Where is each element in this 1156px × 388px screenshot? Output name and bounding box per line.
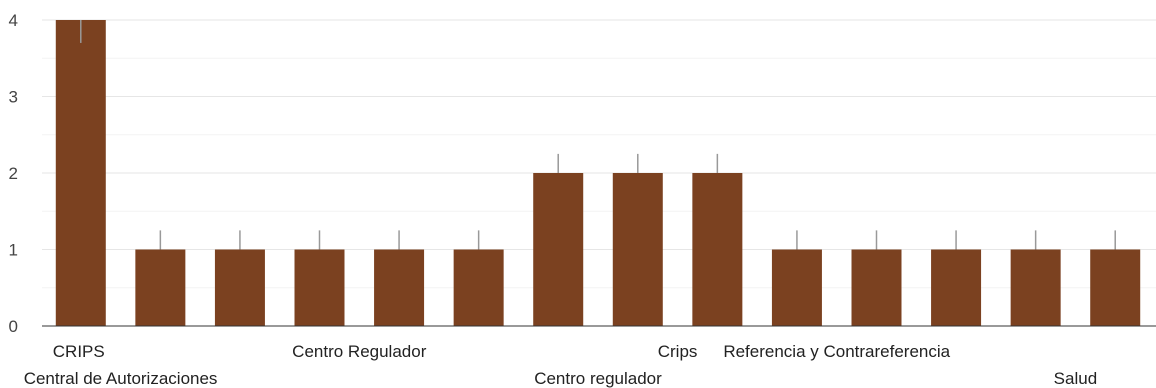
grid-lines <box>42 19 1156 289</box>
bar <box>1090 249 1141 326</box>
y-tick-label: 0 <box>9 317 18 336</box>
bar <box>214 249 265 326</box>
x-tick-label: Referencia y Contrareferencia <box>723 342 950 361</box>
bar <box>931 249 982 326</box>
y-tick-label: 3 <box>9 88 18 107</box>
bar <box>533 173 584 326</box>
bar <box>851 249 902 326</box>
bar <box>135 249 186 326</box>
y-tick-label: 4 <box>9 11 18 30</box>
y-tick-label: 1 <box>9 241 18 260</box>
x-tick-label: Centro Regulador <box>292 342 427 361</box>
bar <box>1010 249 1061 326</box>
bars <box>55 20 1141 326</box>
x-axis-labels: CRIPS Central de Autorizaciones Centro Reg… <box>24 342 1097 388</box>
bar <box>612 173 663 326</box>
bar <box>453 249 504 326</box>
bar <box>55 20 106 326</box>
x-tick-label: Salud <box>1054 369 1097 388</box>
error-bars <box>80 20 1116 250</box>
bar <box>374 249 425 326</box>
x-tick-label: CRIPS <box>53 342 105 361</box>
bar <box>294 249 345 326</box>
y-tick-label: 2 <box>9 164 18 183</box>
x-tick-label: Centro regulador <box>534 369 662 388</box>
bar <box>692 173 743 326</box>
y-axis-ticks: 0 1 2 3 4 <box>9 11 18 336</box>
bar <box>771 249 822 326</box>
x-tick-label: Crips <box>658 342 698 361</box>
x-tick-label: Central de Autorizaciones <box>24 369 218 388</box>
